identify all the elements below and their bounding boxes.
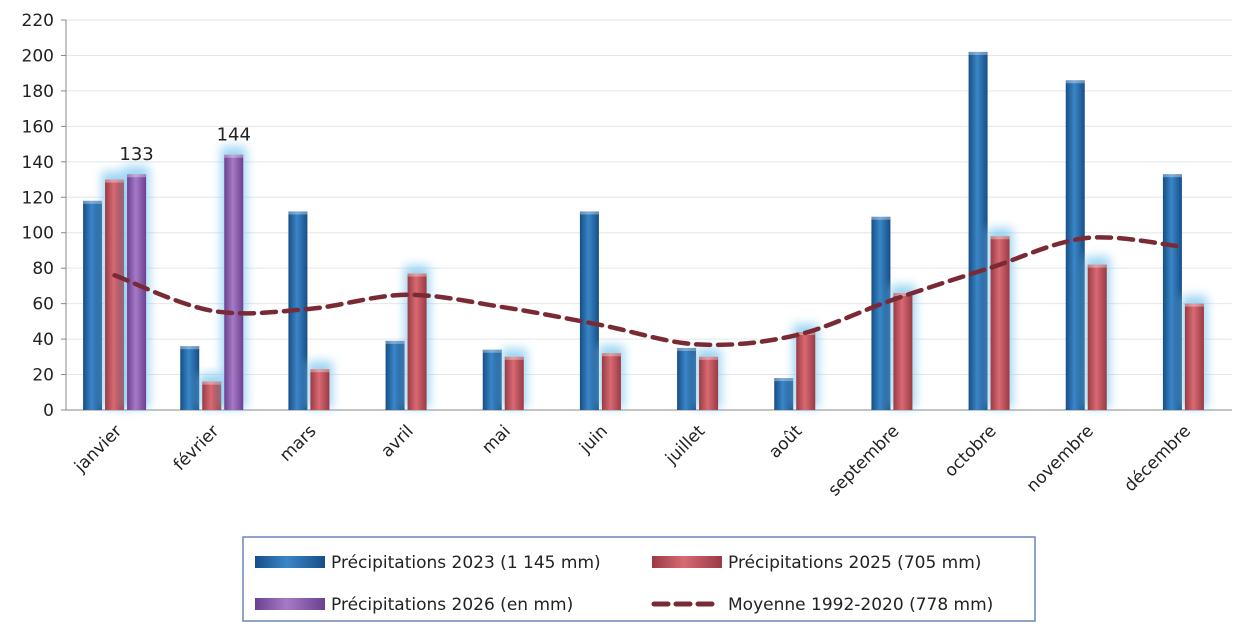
bar-top-highlight [871, 216, 891, 220]
bar-top-highlight [677, 347, 697, 351]
x-tick-label: mai [478, 421, 515, 458]
bar-1-septembre [871, 216, 891, 410]
legend-swatch [255, 598, 325, 610]
bar-1-octobre [968, 51, 988, 411]
data-label: 133 [119, 144, 153, 165]
y-tick-label: 60 [32, 295, 54, 315]
x-tick-label: novembre [1023, 421, 1098, 496]
bar-top-highlight [601, 353, 621, 357]
bar-top-highlight [482, 349, 502, 353]
x-tick-label: octobre [941, 421, 1001, 481]
bar-1-juin [579, 211, 599, 410]
bar-2-novembre [1087, 264, 1107, 410]
y-tick-label: 80 [32, 259, 54, 279]
legend-label: Moyenne 1992-2020 (778 mm) [728, 595, 993, 615]
bar-2-octobre [990, 236, 1010, 410]
bar-top-highlight [180, 346, 200, 350]
bar-2-juin [601, 353, 621, 410]
bar-1-novembre [1065, 80, 1085, 410]
bar-3-février [224, 154, 244, 410]
bar-1-mai [482, 349, 502, 410]
legend: Précipitations 2023 (1 145 mm) Précipitat… [242, 536, 1036, 622]
y-tick-label: 200 [22, 46, 54, 66]
y-tick-label: 100 [22, 224, 54, 244]
y-tick-label: 120 [22, 188, 54, 208]
x-tick-label: décembre [1120, 421, 1195, 496]
bar-top-highlight [105, 179, 125, 183]
legend-label: Précipitations 2023 (1 145 mm) [331, 553, 601, 573]
bar-2-mars [310, 369, 330, 410]
x-tick-label: janvier [70, 421, 126, 477]
x-tick-label: juin [575, 421, 612, 458]
bar-top-highlight [224, 154, 244, 158]
bar-1-août [774, 378, 794, 410]
bar-1-décembre [1162, 174, 1182, 410]
bar-top-highlight [1065, 80, 1085, 84]
x-tick-label: juillet [661, 421, 709, 469]
x-tick-label: mars [276, 421, 321, 466]
bar-top-highlight [407, 273, 427, 277]
bar-top-highlight [83, 200, 103, 204]
legend-label: Précipitations 2026 (en mm) [331, 595, 573, 615]
bars [83, 51, 1207, 411]
x-axis: janvier février mars avril mai juin juillet aoû… [70, 421, 1195, 500]
bar-top-highlight [310, 369, 330, 373]
bar-top-highlight [699, 356, 719, 360]
x-tick-label: septembre [824, 421, 903, 500]
bar-2-juillet [699, 356, 719, 410]
bar-top-highlight [990, 236, 1010, 240]
y-tick-label: 0 [43, 401, 54, 421]
bar-top-highlight [1087, 264, 1107, 268]
y-tick-label: 20 [32, 366, 54, 386]
legend-swatch [652, 556, 722, 568]
bar-top-highlight [774, 378, 794, 382]
bar-top-highlight [202, 381, 222, 385]
bar-2-septembre [893, 293, 913, 410]
bar-2-avril [407, 273, 427, 410]
average-line [112, 235, 1186, 348]
bar-2-août [796, 332, 816, 410]
bar-top-highlight [893, 293, 913, 296]
bar-1-février [180, 346, 200, 410]
average-line-path [112, 235, 1186, 348]
data-labels: 133 144 [119, 125, 251, 166]
bar-top-highlight [579, 211, 599, 215]
bar-1-juillet [677, 347, 697, 410]
data-label: 144 [217, 125, 251, 146]
bar-2-décembre [1184, 303, 1204, 410]
x-tick-label: avril [377, 421, 417, 461]
x-tick-label: février [170, 421, 224, 475]
bar-2-février [202, 381, 222, 410]
bar-3-janvier [127, 174, 147, 410]
bar-top-highlight [504, 356, 524, 360]
y-tick-label: 160 [22, 117, 54, 137]
bar-1-avril [385, 340, 405, 410]
bar-1-janvier [83, 200, 103, 410]
x-tick-label: août [765, 421, 806, 462]
bar-top-highlight [288, 211, 308, 215]
bar-top-highlight [1184, 303, 1204, 307]
bar-2-janvier [105, 179, 125, 410]
gridlines [66, 19, 1232, 376]
legend-box [242, 536, 1036, 622]
y-tick-label: 140 [22, 153, 54, 173]
bar-top-highlight [968, 51, 988, 55]
y-tick-label: 40 [32, 330, 54, 350]
bar-2-mai [504, 356, 524, 410]
y-axis: 0 20 40 60 80 100 120 140 160 180 200 220 [22, 11, 1232, 421]
legend-label: Précipitations 2025 (705 mm) [728, 553, 981, 573]
bar-top-highlight [1162, 174, 1182, 178]
y-tick-label: 220 [22, 11, 54, 31]
bar-top-highlight [127, 174, 147, 178]
y-tick-label: 180 [22, 82, 54, 102]
legend-swatch [255, 556, 325, 568]
bar-top-highlight [385, 340, 405, 344]
